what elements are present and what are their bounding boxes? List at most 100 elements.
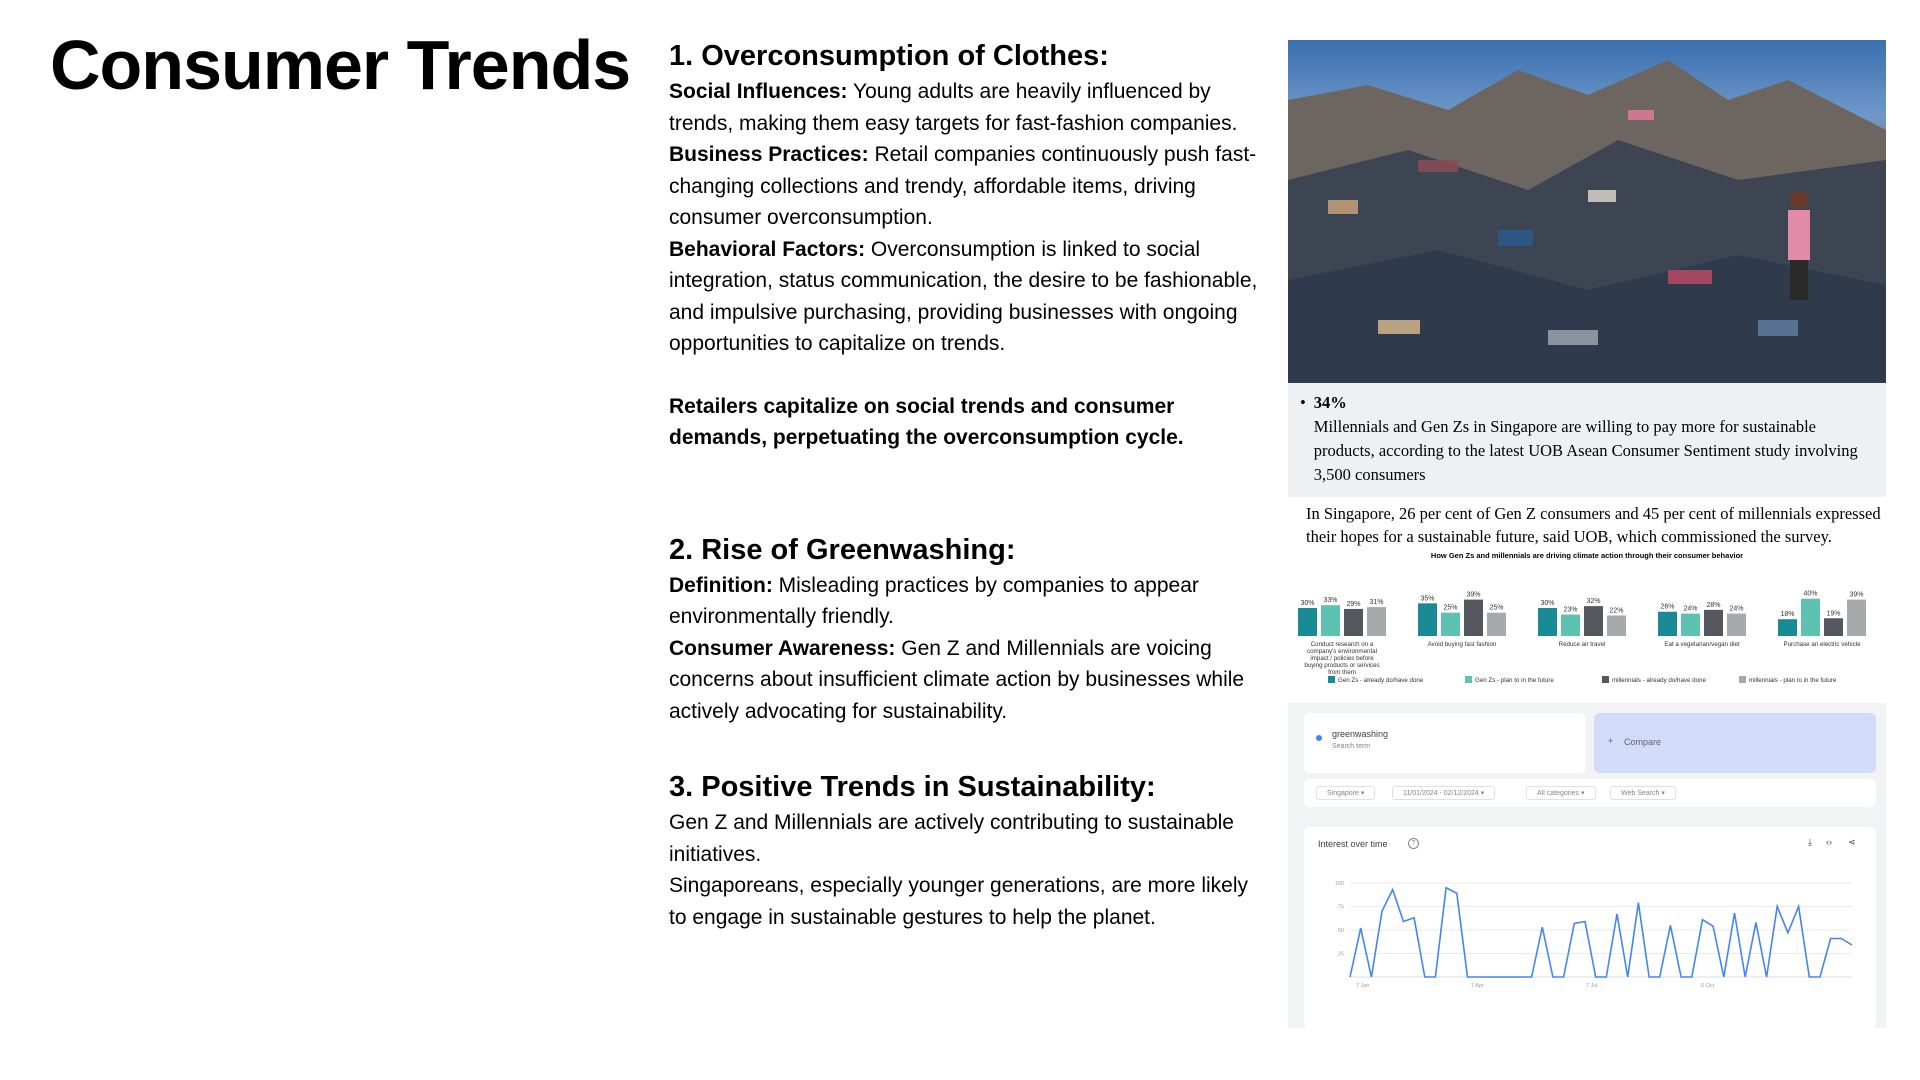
legend-label: millennials - already do/have done: [1612, 677, 1706, 684]
item-label: Social Influences:: [669, 80, 848, 103]
item-text: Retail companies continuously push fast-…: [669, 143, 1257, 229]
category-label: Reduce air travel: [1559, 641, 1606, 648]
filter-search-type[interactable]: Web Search ▾: [1610, 786, 1676, 800]
x-tick-label: 7 Jul: [1586, 983, 1598, 989]
legend-label: Gen Zs - already do/have done: [1338, 677, 1424, 684]
bar-value-label: 30%: [1300, 600, 1314, 607]
bar-chart-svg: How Gen Zs and millennials are driving c…: [1298, 551, 1866, 684]
section3-heading: 3. Positive Trends in Sustainability:: [669, 771, 1156, 803]
bar-value-label: 26%: [1660, 604, 1674, 611]
section1-heading: 1. Overconsumption of Clothes:: [669, 40, 1109, 72]
category-label: Eat a vegetarian/vegan diet: [1664, 641, 1740, 648]
compare-button[interactable]: + Compare: [1594, 713, 1876, 773]
google-trends-panel: greenwashing Search term + Compare Singa…: [1288, 703, 1886, 1028]
legend-swatch: [1602, 676, 1609, 683]
y-tick-label: 100: [1335, 881, 1344, 887]
bar-value-label: 31%: [1369, 599, 1383, 606]
item-label: Behavioral Factors:: [669, 237, 866, 261]
item-text: Misleading practices by companies to app…: [669, 573, 1199, 629]
share-icon[interactable]: ⋖: [1848, 837, 1856, 847]
section1-item: Business Practices: Retail companies con…: [669, 139, 1269, 234]
interest-line: [1349, 886, 1853, 978]
bar-value-label: 39%: [1466, 592, 1480, 599]
item-text: Gen Z and Millennials are voicing concer…: [669, 636, 1245, 723]
bar-value-label: 32%: [1586, 598, 1600, 605]
bar: [1658, 611, 1677, 636]
series-dot-icon: [1316, 735, 1322, 741]
bar: [1824, 618, 1843, 636]
bar: [1561, 614, 1580, 636]
x-tick-label: 7 Jan: [1356, 983, 1369, 989]
category-label: Avoid buying fast fashion: [1428, 641, 1497, 648]
bar: [1344, 608, 1363, 636]
bar: [1321, 605, 1340, 636]
filter-bar: Singapore ▾ 11/01/2024 - 02/12/2024 ▾ Al…: [1304, 779, 1876, 807]
bar-value-label: 30%: [1540, 600, 1554, 607]
category-label: buying products or services: [1304, 662, 1379, 669]
article-bullet: • 34% Millennials and Gen Zs in Singapor…: [1300, 391, 1874, 487]
section2-item: Definition: Misleading practices by comp…: [669, 570, 1269, 633]
embed-icon[interactable]: ‹›: [1826, 837, 1832, 847]
category-label: company's environmental: [1307, 648, 1377, 655]
article-excerpt: • 34% Millennials and Gen Zs in Singapor…: [1288, 383, 1886, 497]
section2-item: Consumer Awareness: Gen Z and Millennial…: [669, 633, 1269, 728]
legend-swatch: [1328, 676, 1335, 683]
filter-category[interactable]: All categories ▾: [1526, 786, 1596, 800]
search-term-label: Search term: [1332, 743, 1371, 750]
legend-label: Gen Zs - plan to in the future: [1475, 677, 1554, 684]
bullet-icon: •: [1300, 393, 1306, 412]
bar-value-label: 24%: [1729, 606, 1743, 613]
filter-region[interactable]: Singapore ▾: [1316, 786, 1376, 800]
bar-chart-title: How Gen Zs and millennials are driving c…: [1431, 551, 1743, 560]
filter-label: 11/01/2024 - 02/12/2024: [1403, 790, 1479, 797]
text-column: 1. Overconsumption of Clothes: Social In…: [669, 40, 1269, 933]
photo-illustration: [1288, 60, 1886, 383]
y-tick-label: 25: [1338, 952, 1344, 958]
y-tick-label: 50: [1338, 928, 1344, 934]
line-chart-svg: 100 75 50 25 7 Jan 7 Apr 7 Jul 6 Oct: [1335, 881, 1853, 989]
bar: [1487, 612, 1506, 636]
bar: [1801, 598, 1820, 636]
legend-swatch: [1739, 676, 1746, 683]
bar: [1778, 619, 1797, 636]
bar: [1607, 615, 1626, 636]
y-tick-label: 75: [1338, 905, 1344, 911]
item-label: Definition:: [669, 573, 773, 597]
item-text: Young adults are heavily influenced by t…: [669, 80, 1238, 135]
bar: [1464, 599, 1483, 636]
bar-value-label: 24%: [1683, 606, 1697, 613]
legend-swatch: [1465, 676, 1472, 683]
category-label: from them: [1328, 669, 1356, 676]
filter-date[interactable]: 11/01/2024 - 02/12/2024 ▾: [1392, 786, 1496, 800]
bar-value-label: 29%: [1346, 601, 1360, 608]
section2-heading: 2. Rise of Greenwashing:: [669, 533, 1016, 566]
bar: [1681, 613, 1700, 636]
category-label: Purchase an electric vehicle: [1783, 641, 1861, 648]
download-icon[interactable]: ⤓: [1808, 837, 1812, 847]
bar-value-label: 19%: [1826, 610, 1840, 617]
filter-label: Web Search: [1621, 790, 1660, 797]
bar-value-label: 33%: [1323, 597, 1337, 604]
bar-value-label: 39%: [1849, 592, 1863, 599]
search-term: greenwashing: [1332, 729, 1389, 739]
bar-value-label: 22%: [1609, 607, 1623, 614]
item-label: Consumer Awareness:: [669, 636, 896, 660]
x-tick-label: 6 Oct: [1701, 983, 1715, 989]
search-term-card[interactable]: greenwashing Search term: [1304, 713, 1586, 773]
bullet-percentage: 34%: [1313, 393, 1347, 412]
help-icon[interactable]: ?: [1408, 838, 1419, 849]
bar: [1441, 612, 1460, 636]
plus-icon: +: [1608, 736, 1614, 746]
clothing-landfill-photo: [1288, 40, 1886, 383]
filter-label: All categories: [1537, 790, 1580, 797]
bar-chart: How Gen Zs and millennials are driving c…: [1288, 548, 1886, 703]
bar-value-label: 23%: [1563, 607, 1577, 614]
bar-value-label: 25%: [1443, 605, 1457, 612]
section1-item: Social Influences: Young adults are heav…: [669, 76, 1269, 139]
x-tick-label: 7 Apr: [1471, 983, 1484, 989]
bar: [1584, 606, 1603, 636]
bar-value-label: 40%: [1803, 591, 1817, 598]
section3-line: Singaporeans, especially younger generat…: [669, 874, 1248, 929]
bar: [1704, 609, 1723, 636]
item-label: Business Practices:: [669, 143, 869, 166]
